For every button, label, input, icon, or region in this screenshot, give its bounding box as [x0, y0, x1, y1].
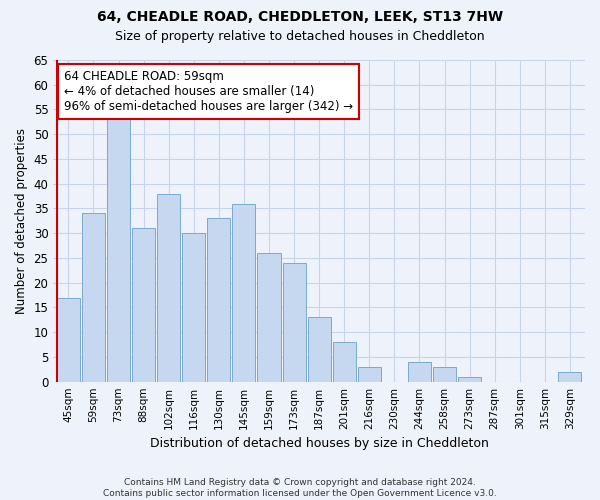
- Bar: [207, 218, 230, 382]
- Bar: [408, 362, 431, 382]
- Bar: [82, 214, 105, 382]
- Bar: [283, 263, 305, 382]
- Bar: [358, 367, 381, 382]
- Bar: [107, 114, 130, 382]
- Bar: [332, 342, 356, 382]
- Bar: [132, 228, 155, 382]
- Bar: [257, 253, 281, 382]
- Text: 64, CHEADLE ROAD, CHEDDLETON, LEEK, ST13 7HW: 64, CHEADLE ROAD, CHEDDLETON, LEEK, ST13…: [97, 10, 503, 24]
- Y-axis label: Number of detached properties: Number of detached properties: [15, 128, 28, 314]
- Bar: [308, 318, 331, 382]
- Bar: [57, 298, 80, 382]
- Bar: [232, 204, 256, 382]
- Text: 64 CHEADLE ROAD: 59sqm
← 4% of detached houses are smaller (14)
96% of semi-deta: 64 CHEADLE ROAD: 59sqm ← 4% of detached …: [64, 70, 353, 112]
- Text: Size of property relative to detached houses in Cheddleton: Size of property relative to detached ho…: [115, 30, 485, 43]
- Bar: [157, 194, 180, 382]
- Bar: [433, 367, 456, 382]
- Bar: [458, 376, 481, 382]
- X-axis label: Distribution of detached houses by size in Cheddleton: Distribution of detached houses by size …: [150, 437, 488, 450]
- Bar: [559, 372, 581, 382]
- Bar: [182, 233, 205, 382]
- Text: Contains HM Land Registry data © Crown copyright and database right 2024.
Contai: Contains HM Land Registry data © Crown c…: [103, 478, 497, 498]
